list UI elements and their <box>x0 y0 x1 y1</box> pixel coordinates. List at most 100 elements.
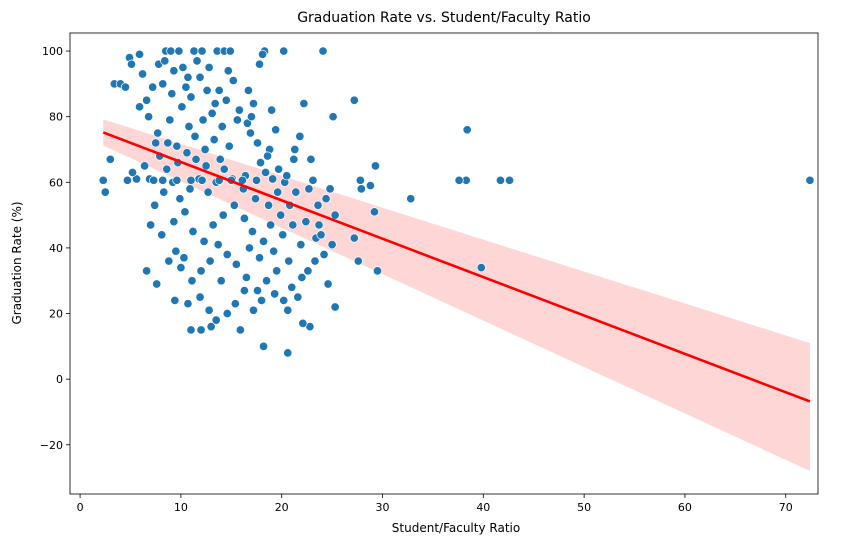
data-point <box>241 272 251 282</box>
data-point <box>321 194 331 204</box>
data-point <box>230 299 240 309</box>
data-point <box>180 207 190 217</box>
data-point <box>219 164 229 174</box>
data-point <box>169 66 179 76</box>
data-point <box>169 217 179 227</box>
data-point <box>224 141 234 151</box>
data-point <box>146 220 156 230</box>
data-point <box>153 128 163 138</box>
data-point <box>166 46 176 56</box>
data-point <box>135 49 145 59</box>
data-point <box>297 272 307 282</box>
data-point <box>330 302 340 312</box>
data-point <box>269 246 279 256</box>
data-point <box>186 92 196 102</box>
data-point <box>243 85 253 95</box>
regression-line <box>102 131 811 403</box>
data-point <box>188 226 198 237</box>
data-point <box>158 175 168 185</box>
data-point <box>356 184 366 194</box>
data-point <box>140 161 150 171</box>
data-point <box>372 266 383 276</box>
data-point <box>204 305 214 315</box>
data-point <box>256 295 267 305</box>
data-point <box>255 158 266 168</box>
y-tick-label: 0 <box>56 373 63 386</box>
data-point <box>203 187 213 197</box>
data-point <box>135 102 145 112</box>
data-point <box>318 46 328 56</box>
data-point <box>159 187 169 197</box>
data-point <box>122 175 133 185</box>
data-point <box>228 76 238 86</box>
data-point <box>306 154 316 164</box>
data-point <box>282 171 292 181</box>
data-point <box>272 266 282 276</box>
data-point <box>262 276 272 286</box>
data-point <box>370 161 381 171</box>
data-point <box>164 256 174 266</box>
data-point <box>150 200 160 210</box>
data-point <box>254 59 265 69</box>
data-point <box>495 175 506 185</box>
data-point <box>353 256 363 266</box>
data-point <box>182 148 192 158</box>
data-point <box>355 175 365 185</box>
x-tick-label: 70 <box>779 501 793 514</box>
data-point <box>225 46 235 56</box>
data-point <box>160 56 170 66</box>
y-axis-label: Graduation Rate (%) <box>10 201 24 324</box>
data-point <box>187 276 197 286</box>
data-point <box>191 154 201 164</box>
x-tick-label: 40 <box>476 501 490 514</box>
data-point <box>178 62 188 73</box>
data-point <box>210 98 220 109</box>
data-point <box>310 256 320 266</box>
data-point <box>284 256 294 266</box>
data-point <box>214 85 224 95</box>
data-point <box>316 230 326 240</box>
data-point <box>163 138 173 148</box>
x-axis-label: Student/Faculty Ratio <box>392 521 520 535</box>
data-point <box>231 259 241 269</box>
chart-title: Graduation Rate vs. Student/Faculty Rati… <box>297 10 591 26</box>
data-point <box>148 82 158 92</box>
x-tick-label: 20 <box>275 501 289 514</box>
data-point <box>198 115 208 125</box>
data-point <box>158 79 168 89</box>
confidence-band <box>103 119 810 472</box>
data-point <box>283 348 293 358</box>
data-point <box>177 102 187 112</box>
data-point <box>192 56 202 66</box>
data-point <box>264 200 274 210</box>
data-point <box>328 112 338 122</box>
data-point <box>365 181 375 191</box>
data-point <box>217 121 227 132</box>
data-point <box>189 46 199 56</box>
y-tick-label: 20 <box>49 308 63 321</box>
data-point <box>805 175 815 185</box>
data-point <box>185 184 195 194</box>
data-point <box>308 175 318 185</box>
data-point <box>167 89 177 99</box>
data-point <box>235 325 245 335</box>
data-point <box>291 187 301 197</box>
data-point <box>165 115 175 125</box>
data-point <box>170 295 180 305</box>
data-point <box>251 175 262 185</box>
data-point <box>127 167 138 177</box>
data-point <box>246 112 257 122</box>
data-point <box>462 125 472 135</box>
data-point <box>349 233 359 243</box>
data-point <box>218 210 228 220</box>
data-point <box>278 230 288 240</box>
data-point <box>244 243 254 253</box>
data-point <box>313 200 323 210</box>
data-point <box>149 175 159 185</box>
data-point <box>172 175 182 185</box>
data-point <box>223 66 233 76</box>
data-point <box>221 95 231 105</box>
data-point <box>229 200 239 210</box>
data-point <box>100 187 110 197</box>
